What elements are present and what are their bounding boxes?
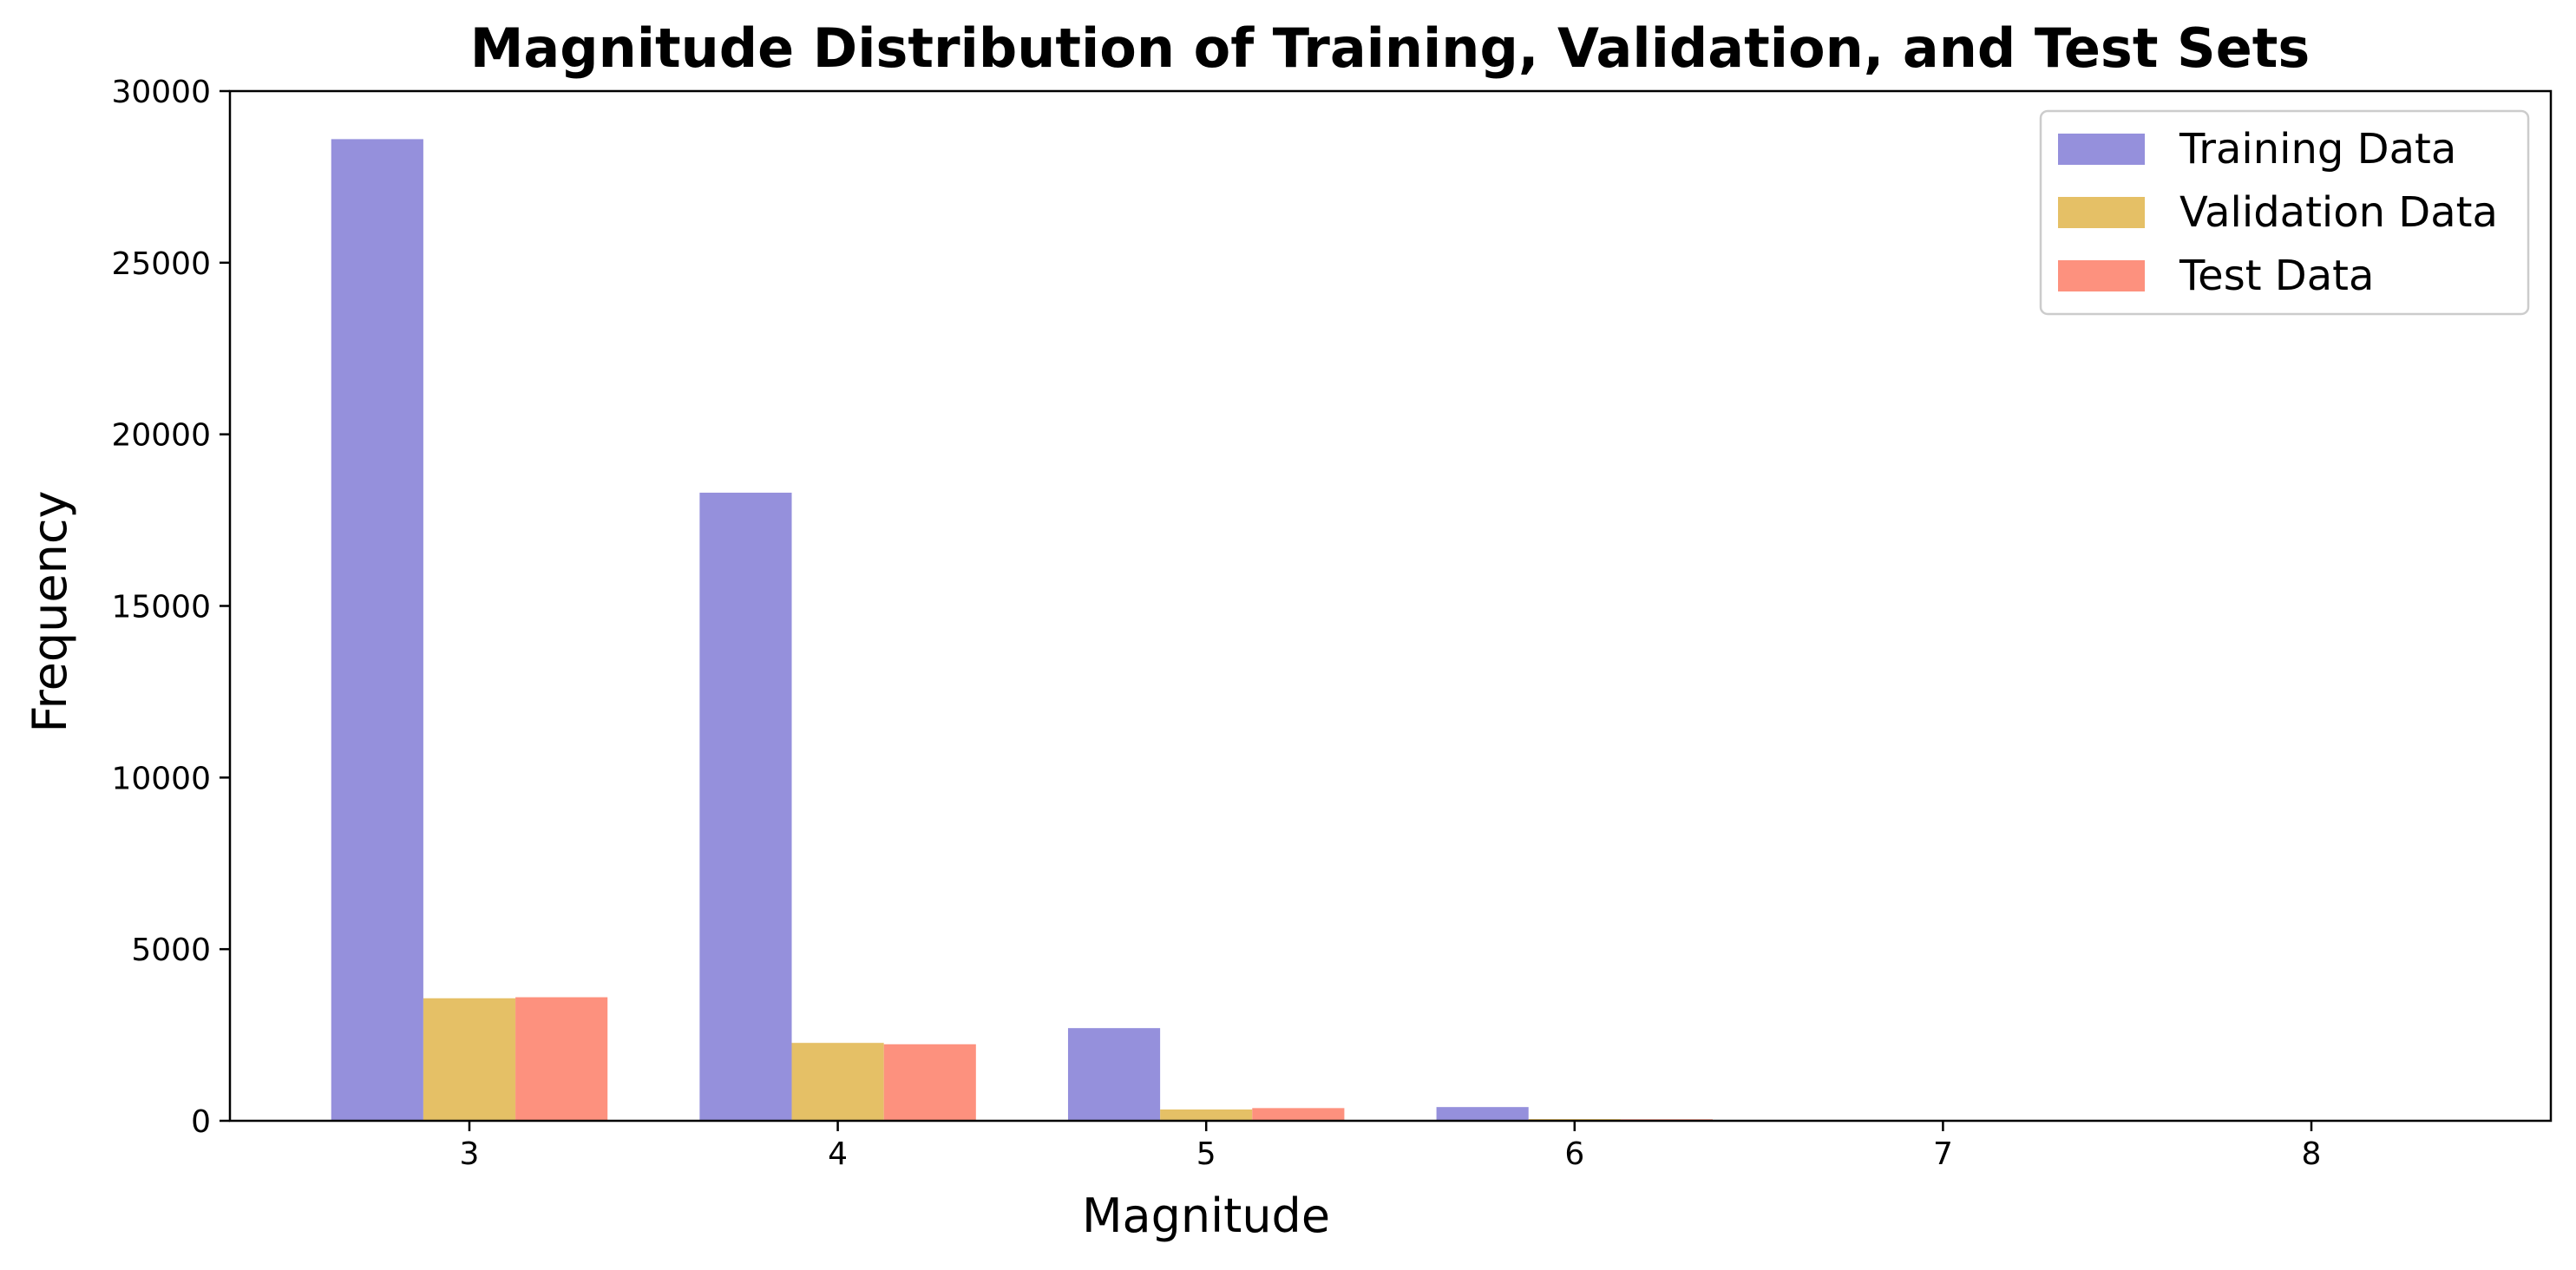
x-ticks: 3 4 5 6 7 8 [460,1121,2322,1172]
y-ticks: 0 5000 10000 15000 20000 25000 30000 [111,75,230,1140]
legend-box [2039,109,2530,316]
legend-swatch [2058,260,2145,291]
x-tick-label: 6 [1564,1136,1584,1172]
bars-group [331,139,2265,1122]
bar [1436,1107,1529,1121]
axes-frame [228,89,2553,1123]
bar [883,1044,976,1121]
y-tick-label: 15000 [111,590,211,625]
y-tick-label: 20000 [111,418,211,454]
bar [1067,1028,1161,1121]
x-axis-label: Magnitude [1082,1188,1330,1243]
bar [515,997,608,1121]
y-tick-label: 5000 [131,933,211,968]
y-tick-label: 25000 [111,246,211,282]
legend-label: Test Data [2179,252,2374,300]
bar [1252,1108,1345,1121]
legend-swatch [2058,134,2145,165]
x-tick-label: 3 [460,1136,480,1172]
y-tick-label: 0 [191,1104,211,1140]
chart-title: Magnitude Distribution of Training, Vali… [470,16,2311,80]
y-tick-label: 30000 [111,75,211,110]
bar [423,998,516,1121]
x-tick-label: 7 [1933,1136,1953,1172]
y-tick-label: 10000 [111,761,211,796]
legend: Training Data Validation Data Test Data [2039,109,2530,316]
x-tick-label: 5 [1196,1136,1216,1172]
legend-swatch [2058,197,2145,228]
legend-label: Training Data [2179,125,2456,173]
legend-label: Validation Data [2179,188,2498,237]
bar [331,139,423,1122]
x-tick-label: 8 [2302,1136,2322,1172]
bar [699,492,792,1121]
y-axis-label: Frequency [23,491,77,733]
bar [791,1043,884,1121]
bar [1160,1109,1253,1121]
x-tick-label: 4 [828,1136,848,1172]
